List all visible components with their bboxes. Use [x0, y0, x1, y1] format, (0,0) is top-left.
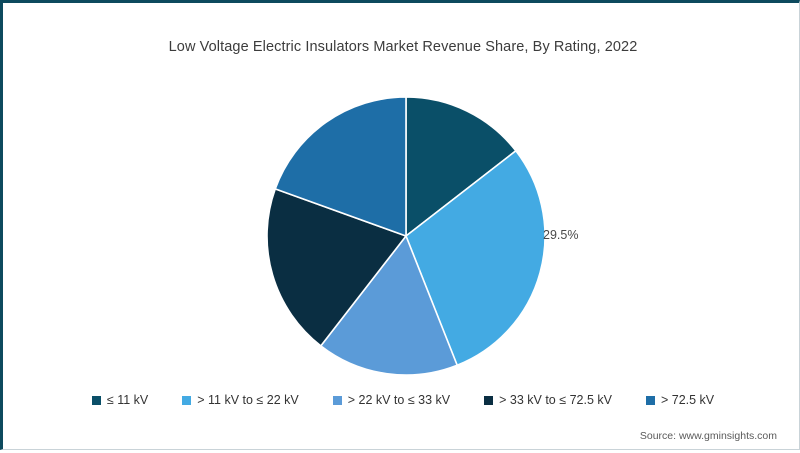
legend-swatch-icon-1	[91, 395, 101, 405]
legend-item-4[interactable]: > 33 kV to ≤ 72.5 kV	[484, 393, 612, 407]
pie-slice-3[interactable]	[320, 235, 458, 376]
pie-data-label-29-5: 29.5%	[543, 228, 579, 242]
pie-slice-group	[266, 96, 546, 376]
legend-item-1[interactable]: ≤ 11 kV	[91, 393, 149, 407]
legend-label-2: > 11 kV to ≤ 22 kV	[197, 393, 299, 407]
legend-label-1: ≤ 11 kV	[106, 393, 149, 407]
pie-slice-5[interactable]	[274, 96, 407, 237]
legend-label-5: > 72.5 kV	[660, 393, 715, 407]
legend-item-2[interactable]: > 11 kV to ≤ 22 kV	[182, 393, 299, 407]
page-title: Low Voltage Electric Insulators Market R…	[168, 39, 638, 55]
chart-legend: ≤ 11 kV > 11 kV to ≤ 22 kV > 22 kV to ≤ 33…	[3, 393, 800, 407]
pie-chart-plot-area: 29.5%	[3, 3, 800, 453]
pie-slice-4[interactable]	[266, 188, 407, 347]
legend-swatch-icon-4	[484, 395, 494, 405]
source-note: Source: www.gminsights.com	[639, 430, 777, 442]
pie-slice-2[interactable]	[405, 150, 546, 367]
legend-item-5[interactable]: > 72.5 kV	[645, 393, 715, 407]
legend-swatch-icon-3	[332, 395, 342, 405]
legend-swatch-icon-5	[645, 395, 655, 405]
legend-swatch-icon-2	[182, 395, 192, 405]
legend-label-3: > 22 kV to ≤ 33 kV	[347, 393, 451, 407]
pie-slice-1[interactable]	[405, 96, 517, 237]
legend-item-3[interactable]: > 22 kV to ≤ 33 kV	[332, 393, 451, 407]
pie-chart-svg	[266, 96, 546, 376]
legend-label-4: > 33 kV to ≤ 72.5 kV	[499, 393, 612, 407]
